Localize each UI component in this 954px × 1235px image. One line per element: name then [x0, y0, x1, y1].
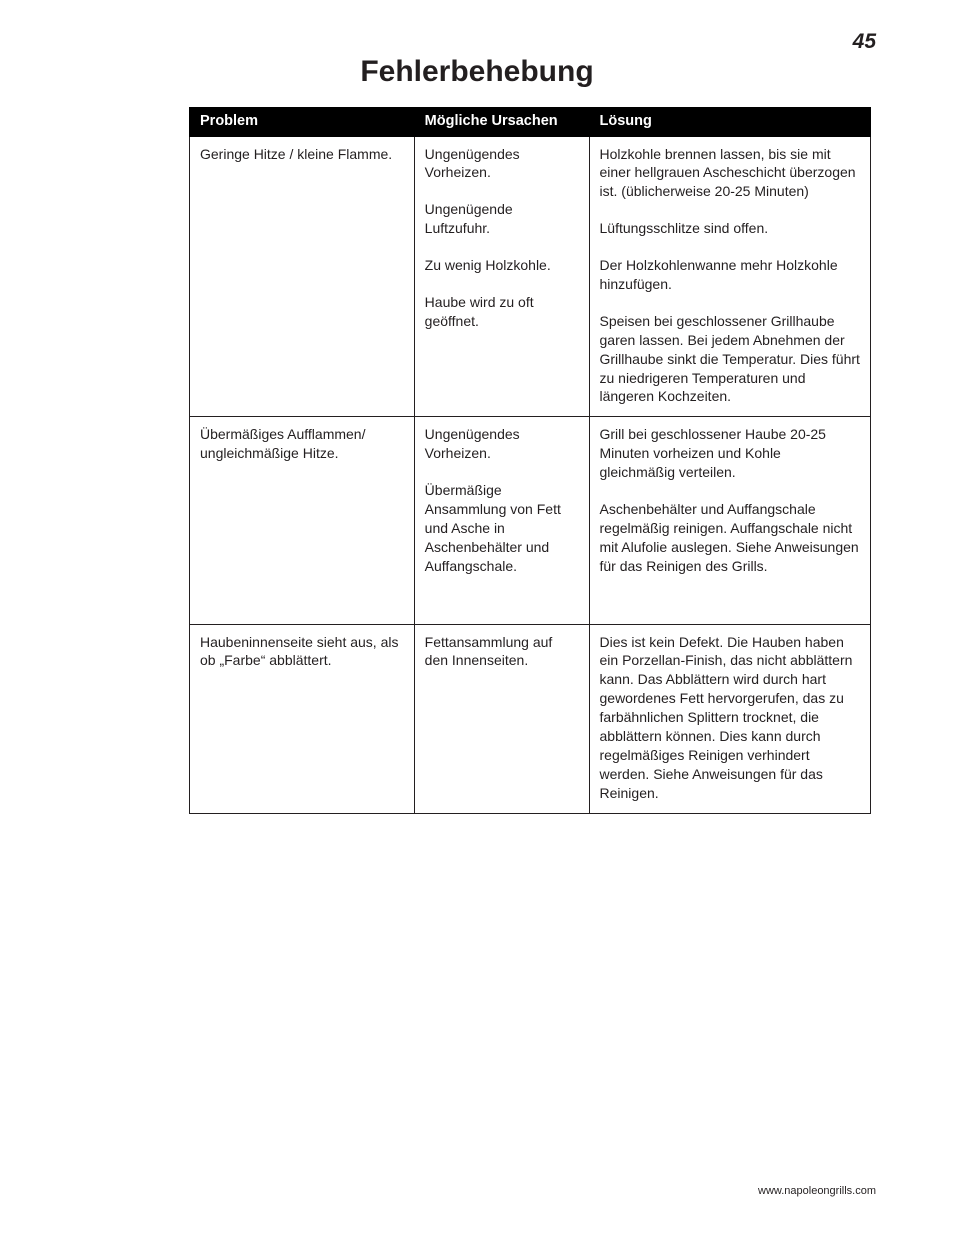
cause-text: Haube wird zu oft geöffnet. [425, 293, 579, 331]
table-row: Übermäßiges Aufflammen/ ungleichmäßige H… [190, 417, 871, 624]
cause-text: Fettansammlung auf den Innenseiten. [425, 633, 579, 671]
table-row: Haubeninnenseite sieht aus, als ob „Farb… [190, 624, 871, 813]
cell-solution: Grill bei geschlossener Haube 20-25 Minu… [589, 417, 871, 624]
solution-text: Grill bei geschlossener Haube 20-25 Minu… [600, 425, 861, 482]
solution-text: Lüftungsschlitze sind offen. [600, 219, 861, 238]
cell-cause: Ungenügendes Vorheizen. Ungenügende Luftz… [414, 136, 589, 417]
table-body: Geringe Hitze / kleine Flamme.Ungenügend… [190, 136, 871, 813]
cause-text: Ungenügendes Vorheizen. [425, 145, 579, 183]
solution-text: Holzkohle brennen lassen, bis sie mit ei… [600, 145, 861, 202]
cell-problem: Geringe Hitze / kleine Flamme. [190, 136, 415, 417]
page-title: Fehlerbehebung [0, 55, 954, 89]
cell-problem: Haubeninnenseite sieht aus, als ob „Farb… [190, 624, 415, 813]
cause-text: Übermäßige Ansammlung von Fett und Asche… [425, 481, 579, 575]
solution-text: Speisen bei geschlossener Grillhaube gar… [600, 312, 861, 406]
cause-text: Ungenügende Luftzufuhr. [425, 200, 579, 238]
troubleshooting-table: Problem Mögliche Ursachen Lösung Geringe… [189, 107, 871, 814]
solution-text: Der Holzkohlenwanne mehr Holzkohle hinzu… [600, 256, 861, 294]
footer-url: www.napoleongrills.com [758, 1185, 876, 1197]
cell-problem: Übermäßiges Aufflammen/ ungleichmäßige H… [190, 417, 415, 624]
page-number: 45 [853, 30, 876, 54]
cell-solution: Dies ist kein Defekt. Die Hauben haben e… [589, 624, 871, 813]
cell-cause: Fettansammlung auf den Innenseiten. [414, 624, 589, 813]
header-problem: Problem [190, 108, 415, 137]
solution-text: Aschenbehälter und Auffangschale regelmä… [600, 500, 861, 576]
header-cause: Mögliche Ursachen [414, 108, 589, 137]
solution-text: Dies ist kein Defekt. Die Hauben haben e… [600, 633, 861, 803]
cause-text: Ungenügendes Vorheizen. [425, 425, 579, 463]
cell-solution: Holzkohle brennen lassen, bis sie mit ei… [589, 136, 871, 417]
cause-text: Zu wenig Holzkohle. [425, 256, 579, 275]
table-row: Geringe Hitze / kleine Flamme.Ungenügend… [190, 136, 871, 417]
header-solution: Lösung [589, 108, 871, 137]
cell-cause: Ungenügendes Vorheizen. Übermäßige Ansamm… [414, 417, 589, 624]
